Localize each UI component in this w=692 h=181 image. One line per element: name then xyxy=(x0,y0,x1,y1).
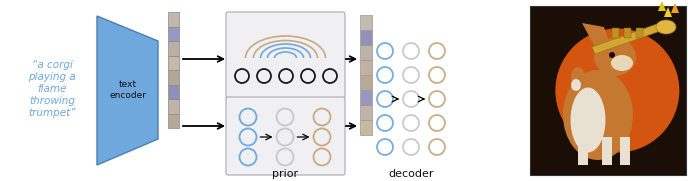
Bar xyxy=(168,12,179,26)
Bar xyxy=(360,30,372,45)
Text: decoder: decoder xyxy=(388,169,434,179)
Bar xyxy=(602,137,612,165)
Polygon shape xyxy=(97,16,158,165)
Circle shape xyxy=(556,28,680,153)
Ellipse shape xyxy=(571,67,585,87)
Ellipse shape xyxy=(594,38,636,76)
FancyBboxPatch shape xyxy=(226,12,345,98)
Polygon shape xyxy=(582,23,608,47)
Bar xyxy=(360,75,372,90)
FancyBboxPatch shape xyxy=(226,97,345,175)
Ellipse shape xyxy=(570,87,606,153)
Polygon shape xyxy=(592,23,663,54)
Bar xyxy=(168,85,179,99)
Polygon shape xyxy=(658,1,666,11)
Bar xyxy=(360,60,372,75)
Bar xyxy=(360,15,372,30)
Bar xyxy=(168,26,179,41)
Bar xyxy=(578,137,588,165)
Bar xyxy=(360,120,372,135)
Bar xyxy=(360,105,372,120)
Bar xyxy=(168,70,179,85)
Ellipse shape xyxy=(611,55,633,71)
Bar xyxy=(636,28,643,38)
Ellipse shape xyxy=(656,20,676,34)
Text: text
encoder: text encoder xyxy=(109,80,147,100)
Ellipse shape xyxy=(571,79,581,91)
Bar xyxy=(168,56,179,70)
Bar xyxy=(624,28,631,38)
Bar xyxy=(168,113,179,128)
Bar xyxy=(168,99,179,113)
Bar xyxy=(168,41,179,56)
Bar xyxy=(620,137,630,165)
Bar xyxy=(360,45,372,60)
Polygon shape xyxy=(671,3,679,13)
Bar xyxy=(530,6,686,175)
Text: “a corgi
playing a
flame
throwing
trumpet”: “a corgi playing a flame throwing trumpe… xyxy=(28,60,76,118)
Polygon shape xyxy=(664,7,672,17)
Text: prior: prior xyxy=(273,169,298,179)
Ellipse shape xyxy=(563,70,633,160)
Bar xyxy=(612,28,619,38)
Bar xyxy=(360,90,372,105)
Circle shape xyxy=(609,52,615,58)
